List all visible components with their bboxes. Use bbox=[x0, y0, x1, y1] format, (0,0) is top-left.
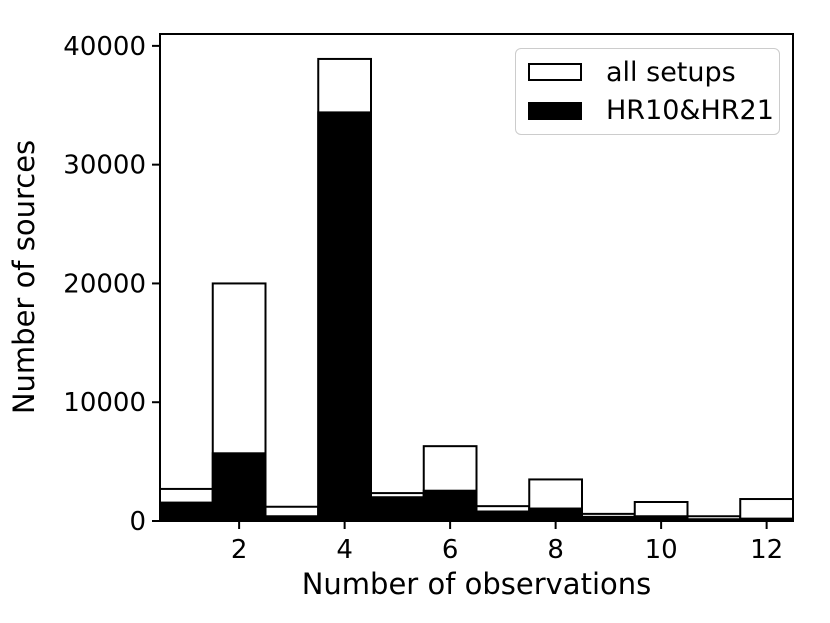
x-tick-label: 2 bbox=[231, 535, 248, 565]
bar-hr10-hr21-x7 bbox=[475, 510, 531, 522]
legend-label: all setups bbox=[606, 56, 736, 88]
legend: all setups HR10&HR21 bbox=[515, 48, 780, 135]
y-tick-label: 0 bbox=[129, 507, 146, 537]
y-tick-label: 40000 bbox=[63, 32, 146, 62]
legend-swatch-open-icon bbox=[528, 63, 582, 82]
legend-entry-all-setups: all setups bbox=[528, 57, 767, 88]
bar-hr10-hr21-x6 bbox=[422, 489, 478, 522]
legend-swatch-filled-icon bbox=[528, 101, 582, 120]
bar-hr10-hr21-x1 bbox=[159, 501, 214, 522]
bar-hr10-hr21-x4 bbox=[317, 111, 372, 523]
y-tick-label: 20000 bbox=[63, 269, 146, 299]
legend-label: HR10&HR21 bbox=[606, 95, 774, 127]
y-tick-label: 30000 bbox=[63, 151, 146, 181]
bar-hr10-hr21-x2 bbox=[211, 452, 267, 522]
bar-hr10-hr21-x8 bbox=[528, 507, 583, 522]
y-axis-label: Number of sources bbox=[7, 139, 41, 415]
x-tick-label: 6 bbox=[442, 535, 459, 565]
x-tick-label: 10 bbox=[645, 535, 678, 565]
x-axis-label: Number of observations bbox=[301, 567, 652, 601]
x-tick-label: 12 bbox=[750, 535, 783, 565]
bar-hr10-hr21-x5 bbox=[370, 496, 425, 522]
legend-entry-hr10hr21: HR10&HR21 bbox=[528, 95, 774, 126]
x-tick-label: 4 bbox=[336, 535, 353, 565]
x-tick-label: 8 bbox=[547, 535, 564, 565]
plot-frame bbox=[159, 33, 794, 522]
y-tick-label: 10000 bbox=[63, 388, 146, 418]
